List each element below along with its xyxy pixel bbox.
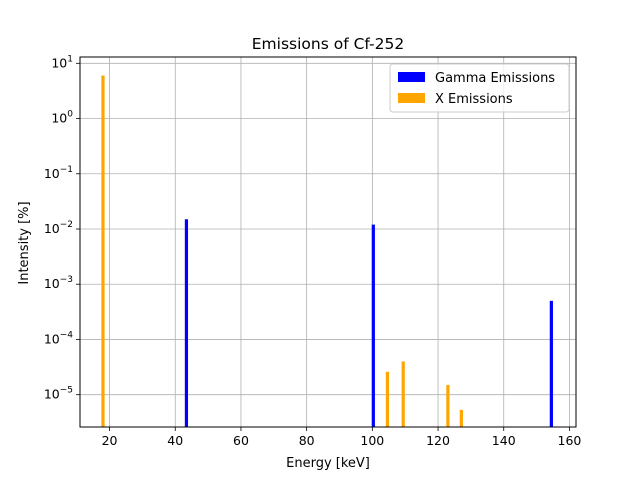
bars: [101, 75, 553, 427]
gamma-bar: [549, 300, 553, 427]
legend: Gamma Emissions X Emissions: [389, 63, 570, 113]
chart-title: Emissions of Cf-252: [252, 35, 404, 53]
legend-swatch: [398, 93, 425, 103]
x-tick-label: 160: [558, 433, 582, 448]
x-tick-label: 60: [233, 433, 249, 448]
y-tick-label: 10−5: [44, 386, 73, 402]
legend-swatch: [398, 72, 425, 82]
x-tick-label: 100: [360, 433, 384, 448]
gamma-bar: [371, 224, 375, 427]
x-emission-bar: [446, 384, 450, 427]
plot-frame: [79, 56, 577, 428]
gamma-bar: [184, 219, 189, 427]
grid: [80, 57, 576, 427]
y-tick-label: 10−1: [44, 165, 73, 181]
legend-box: [389, 63, 570, 113]
x-tick-label: 120: [426, 433, 450, 448]
x-emission-bar: [401, 361, 405, 427]
y-tick-label: 10−2: [44, 220, 73, 236]
y-tick-label: 100: [51, 110, 73, 126]
y-tick-label: 10−4: [44, 330, 73, 346]
x-tick-label: 40: [167, 433, 183, 448]
y-ticks: 10−5 10−4 10−3 10−2 10−1 100 101: [44, 54, 80, 402]
legend-label: Gamma Emissions: [435, 71, 555, 86]
x-tick-label: 20: [102, 433, 118, 448]
x-ticks: 20 40 60 80 100 120 140 160: [102, 427, 582, 448]
y-tick-label: 10−3: [44, 275, 73, 291]
x-tick-label: 140: [492, 433, 516, 448]
y-axis-label: Intensity [%]: [17, 201, 32, 284]
x-emission-bar: [101, 75, 105, 427]
x-emission-bar: [385, 371, 390, 427]
y-tick-label: 101: [51, 54, 73, 70]
legend-label: X Emissions: [435, 92, 513, 107]
x-axis-label: Energy [keV]: [286, 456, 370, 471]
x-emission-bar: [459, 409, 463, 427]
x-tick-label: 80: [299, 433, 315, 448]
